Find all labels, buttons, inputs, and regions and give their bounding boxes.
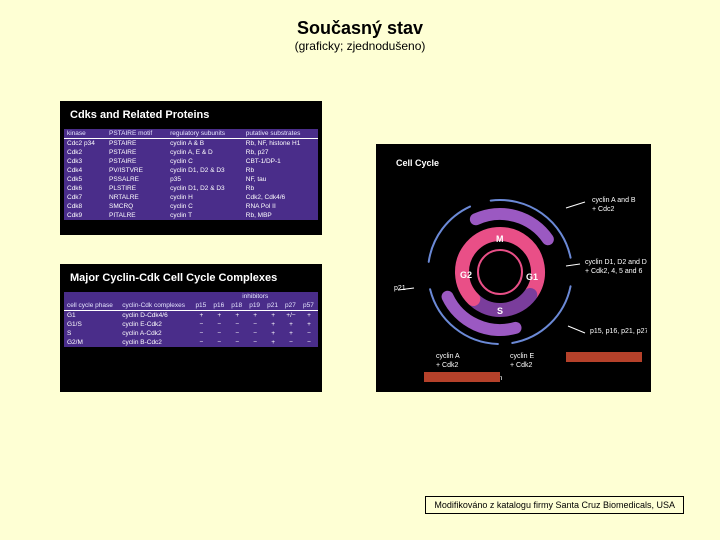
- cell-cycle-diagram: Cell Cycle M G2 S G1 cyclin A and B + Cdc2 cycl…: [380, 148, 647, 388]
- col-header: p15: [192, 301, 210, 311]
- cdks-table: kinasePSTAIRE motifregulatory subunitspu…: [64, 129, 318, 220]
- e2f-bar: [424, 372, 500, 382]
- cycle-annotation: + Cdk2: [436, 362, 458, 369]
- cell-cycle-panel: Cell Cycle M G2 S G1 cyclin A and B + Cdc2 cycl…: [376, 144, 651, 392]
- col-header: p16: [210, 301, 228, 311]
- col-header: p18: [228, 301, 246, 311]
- cycle-annotation: cyclin A: [436, 353, 460, 360]
- leader-line: [566, 264, 580, 266]
- col-header: p19: [246, 301, 264, 311]
- col-header: PSTAIRE motif: [106, 129, 167, 139]
- leader-line: [568, 326, 585, 333]
- phase-label: G2: [460, 270, 472, 280]
- cell-cycle-title: Cell Cycle: [396, 158, 439, 168]
- inner-ring: [478, 250, 522, 294]
- phase-label: G1: [526, 272, 538, 282]
- page-title: Současný stav: [0, 0, 720, 39]
- page-subtitle: (graficky; zjednodušeno): [0, 39, 720, 53]
- phase-label: M: [496, 234, 504, 244]
- table-row: Cdk8SMCRQcyclin CRNA Pol II: [64, 202, 318, 211]
- complexes-panel-title: Major Cyclin-Cdk Cell Cycle Complexes: [64, 268, 318, 292]
- col-header: p27: [282, 301, 300, 311]
- inhibitors-group-header: inhibitors: [192, 292, 318, 301]
- table-row: G1/Scyclin E-Cdk2−−−−+++: [64, 320, 318, 329]
- cycle-annotation: cyclin D1, D2 and D3: [585, 259, 647, 266]
- cycle-arc: [512, 286, 570, 343]
- table-row: G2/Mcyclin B-Cdc2−−−−+−−: [64, 338, 318, 347]
- col-header: putative substrates: [243, 129, 318, 139]
- cycle-annotation: + Cdk2, 4, 5 and 6: [585, 268, 643, 275]
- table-row: Cdk7NRTALREcyclin HCdk2, Cdk4/6: [64, 193, 318, 202]
- col-header: p21: [264, 301, 282, 311]
- table-row: Cdc2 p34PSTAIREcyclin A & BRb, NF, histo…: [64, 139, 318, 149]
- phase-label: S: [497, 306, 503, 316]
- col-header: cyclin-Cdk complexes: [119, 301, 192, 311]
- cycle-annotation: cyclin A and B: [592, 197, 636, 204]
- table-row: Cdk6PLSTIREcyclin D1, D2 & D3Rb: [64, 184, 318, 193]
- col-header: kinase: [64, 129, 106, 139]
- cycle-annotation: + Cdk2: [510, 362, 532, 369]
- col-header: cell cycle phase: [64, 301, 119, 311]
- complexes-table: inhibitors cell cycle phasecyclin-Cdk com…: [64, 292, 318, 347]
- cycle-annotation: + Cdc2: [592, 206, 614, 213]
- cycle-annotation: cyclin E: [510, 353, 534, 360]
- col-header: regulatory subunits: [167, 129, 243, 139]
- leader-line: [566, 202, 585, 208]
- table-row: Scyclin A-Cdk2−−−−++−: [64, 329, 318, 338]
- cdks-panel: Cdks and Related Proteins kinasePSTAIRE …: [60, 101, 322, 235]
- cdks-panel-title: Cdks and Related Proteins: [64, 105, 318, 129]
- table-row: Cdk9PITALREcyclin TRb, MBP: [64, 211, 318, 220]
- complexes-panel: Major Cyclin-Cdk Cell Cycle Complexes in…: [60, 264, 322, 392]
- table-row: Cdk3PSTAIREcyclin CCBT-1/DP-1: [64, 157, 318, 166]
- citation: Modifikováno z katalogu firmy Santa Cruz…: [425, 496, 684, 514]
- cycle-annotation: p15, p16, p21, p27: [590, 328, 647, 335]
- table-row: Cdk2PSTAIREcyclin A, E & DRb, p27: [64, 148, 318, 157]
- table-row: G1cyclin D-Cdk4/6++++++/−+: [64, 311, 318, 321]
- cycle-annotation: p21: [394, 285, 406, 292]
- col-header: p57: [300, 301, 318, 311]
- rb-bar: [566, 352, 642, 362]
- table-row: Cdk5PSSALREp35NF, tau: [64, 175, 318, 184]
- table-row: Cdk4PV/ISTVREcyclin D1, D2 & D3Rb: [64, 166, 318, 175]
